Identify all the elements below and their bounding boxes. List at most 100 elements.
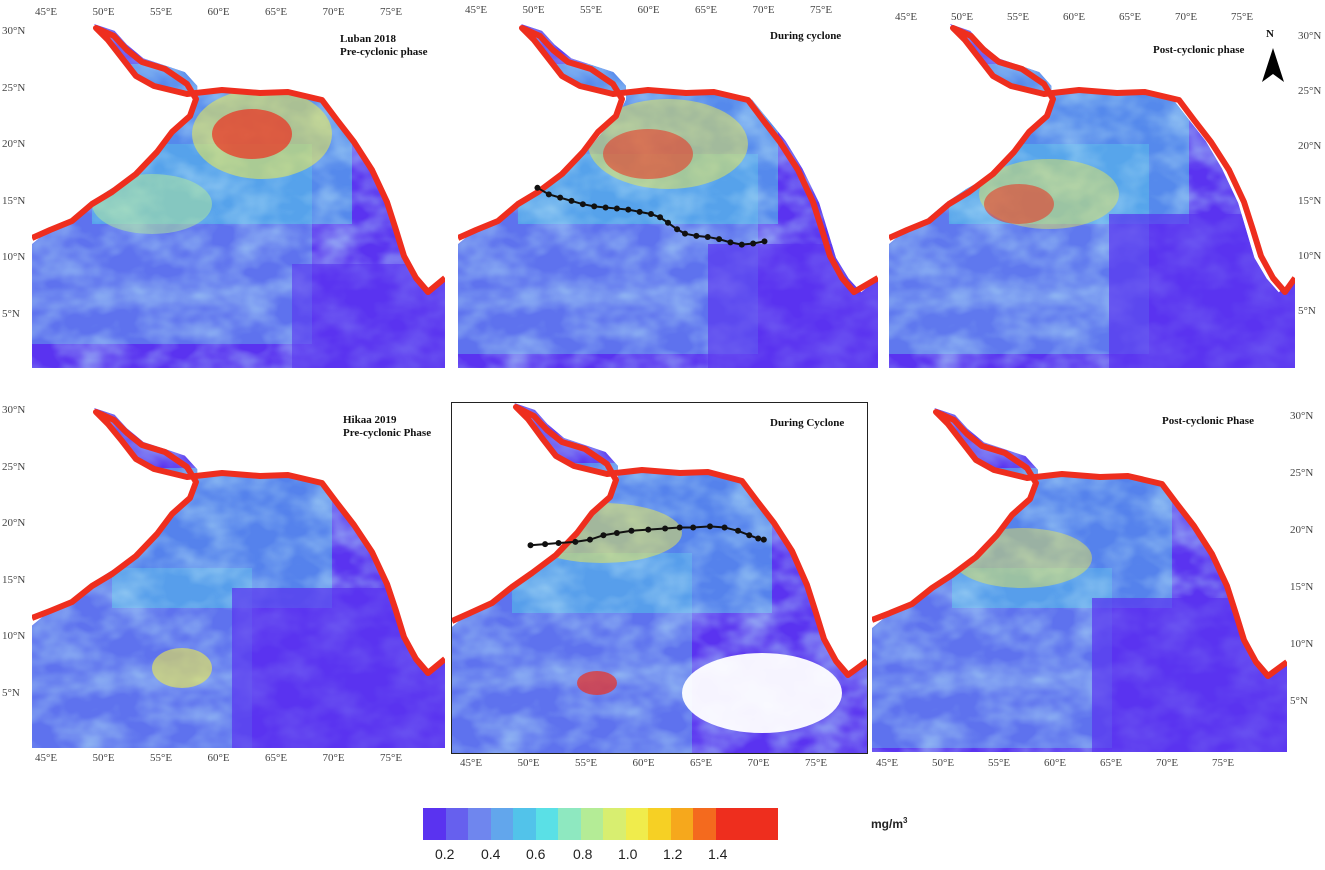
lat-tick-label: 25°N (2, 81, 26, 94)
track-point (600, 532, 607, 539)
track-point (555, 540, 562, 546)
lon-tick-label: 45°E (895, 11, 918, 23)
track-point (568, 197, 575, 204)
lat-tick-label: 25°N (2, 460, 26, 473)
track-point (665, 219, 671, 226)
panel-title: Post-cyclonic Phase (1162, 415, 1254, 427)
track-point (662, 525, 669, 532)
lon-tick-label: 70°E (1175, 11, 1198, 23)
lon-tick-label: 45°E (876, 757, 899, 769)
lon-tick-label: 60°E (207, 6, 230, 18)
map-panel-luban-during (458, 24, 878, 368)
color-bar (423, 808, 778, 840)
lon-tick-label: 45°E (35, 6, 58, 18)
legend-color-cell (445, 808, 468, 840)
lat-tick-label: 30°N (2, 25, 26, 37)
chlorophyll-map (32, 408, 445, 748)
panel-title: During cyclone (770, 30, 842, 42)
lon-tick-label: 70°E (322, 6, 345, 18)
north-letter: N (1266, 28, 1274, 40)
lon-tick-label: 65°E (1100, 757, 1123, 769)
legend-color-cell (423, 808, 446, 840)
chlorophyll-map (452, 403, 867, 753)
legend-color-cell (670, 808, 693, 840)
track-point (676, 524, 683, 531)
track-point (735, 527, 742, 534)
lat-tick-label: 30°N (1298, 30, 1322, 42)
track-point (657, 214, 664, 221)
lon-tick-label: 60°E (1063, 11, 1086, 23)
lat-tick-label: 20°N (2, 138, 26, 150)
track-point (557, 194, 564, 201)
lat-tick-label: 15°N (1298, 195, 1322, 207)
lat-tick-label: 15°N (2, 194, 26, 207)
lon-tick-label: 70°E (752, 4, 775, 16)
lon-tick-label: 50°E (517, 757, 540, 769)
lon-tick-label: 55°E (150, 752, 173, 764)
track-point (527, 542, 534, 549)
lon-tick-label: 50°E (951, 11, 974, 23)
lon-tick-label: 65°E (265, 6, 288, 18)
map-panel-hikaa-post (872, 408, 1287, 752)
track-point (755, 535, 762, 542)
map-panel-luban-pre (32, 24, 445, 368)
track-point (628, 527, 635, 534)
map-panel-hikaa-during (451, 402, 868, 754)
lat-tick-label: 10°N (1290, 638, 1314, 650)
track-point (738, 241, 745, 248)
lon-tick-label: 50°E (92, 752, 115, 764)
track-point (721, 524, 728, 531)
track-point (750, 240, 757, 247)
lat-tick-label: 5°N (1290, 695, 1308, 707)
panel-title: Luban 2018 (340, 33, 396, 45)
track-point (690, 524, 697, 531)
track-point (704, 233, 711, 240)
legend-color-cell (580, 808, 603, 840)
track-point (706, 523, 713, 530)
lon-tick-label: 55°E (988, 757, 1011, 769)
track-point (586, 536, 593, 543)
lon-tick-label: 50°E (92, 6, 115, 18)
lon-tick-label: 55°E (575, 757, 598, 769)
panel-title: Post-cyclonic phase (1153, 44, 1245, 56)
legend-unit: mg/m3 (871, 816, 908, 831)
legend-color-cell (648, 808, 671, 840)
panel-subtitle: Pre-cyclonic Phase (343, 427, 432, 439)
track-point (761, 238, 768, 245)
lon-tick-label: 60°E (1044, 757, 1067, 769)
lon-tick-label: 45°E (465, 4, 488, 16)
legend-color-cell (468, 808, 491, 840)
track-point (625, 206, 632, 213)
chlorophyll-map (872, 408, 1287, 752)
lon-tick-label: 75°E (380, 752, 403, 764)
lat-tick-label: 5°N (1298, 305, 1316, 317)
panel-title: Hikaa 2019 (343, 414, 397, 426)
lon-tick-label: 55°E (580, 4, 603, 16)
lon-tick-label: 75°E (1212, 757, 1235, 769)
lat-tick-label: 5°N (2, 307, 20, 320)
lon-tick-label: 65°E (695, 4, 718, 16)
lon-tick-label: 50°E (522, 4, 545, 16)
lon-tick-label: 75°E (380, 6, 403, 18)
lon-tick-label: 60°E (637, 4, 660, 16)
lat-tick-label: 20°N (2, 517, 26, 529)
north-arrow-icon: N (1260, 28, 1286, 86)
lat-tick-label: 10°N (2, 251, 26, 263)
lon-tick-label: 70°E (322, 752, 345, 764)
track-line (536, 186, 765, 246)
lon-tick-label: 55°E (150, 6, 173, 18)
lon-tick-label: 75°E (1231, 11, 1254, 23)
panel-title: During Cyclone (770, 417, 845, 429)
legend-label: 0.2 (435, 846, 455, 862)
lat-tick-label: 15°N (2, 573, 26, 586)
chlorophyll-map (32, 24, 445, 368)
lon-tick-label: 45°E (460, 757, 483, 769)
legend-label: 0.6 (526, 846, 546, 862)
track-point (760, 536, 767, 543)
track-point (636, 208, 643, 215)
lat-tick-label: 20°N (1290, 524, 1314, 536)
lon-tick-label: 70°E (747, 757, 770, 769)
lon-tick-label: 65°E (265, 752, 288, 764)
track-point (579, 201, 586, 208)
lat-tick-label: 25°N (1290, 467, 1314, 479)
